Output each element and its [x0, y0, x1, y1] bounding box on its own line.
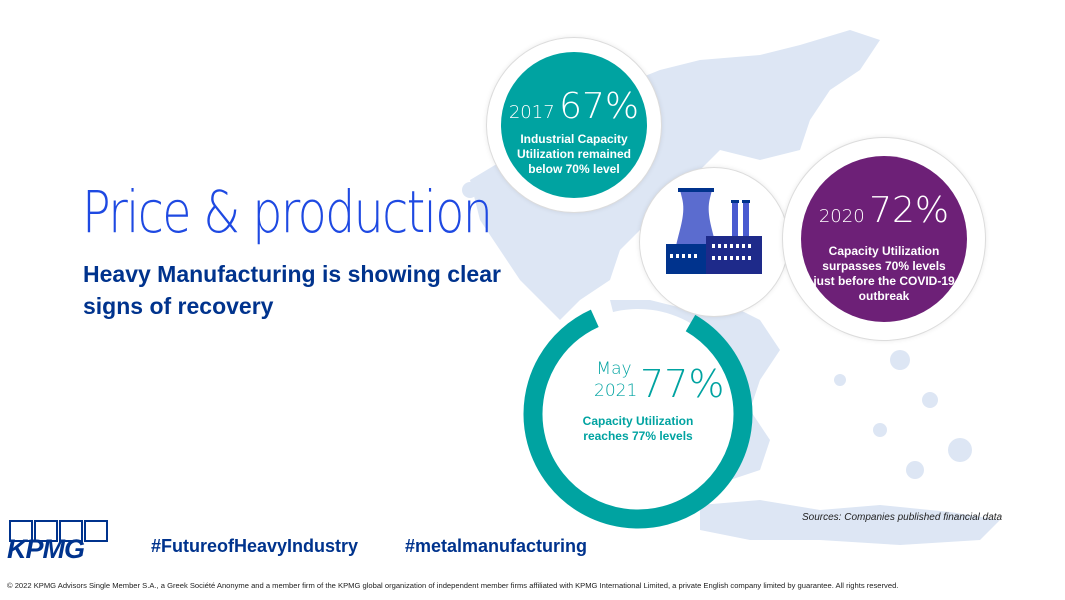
card-may-text: Capacity Utilization reaches 77% levels [582, 414, 694, 443]
card-may-2021: May 2021 77% Capacity Utilization reache… [520, 296, 756, 532]
progress-ring [523, 299, 753, 529]
hashtag-link[interactable]: #metalmanufacturing [405, 536, 588, 556]
page-subtitle: Heavy Manufacturing is showing clear sig… [83, 261, 501, 319]
card-2017: 2017 67% Industrial Capacity Utilization… [487, 38, 661, 212]
card-may-percent: 77% [640, 362, 725, 406]
copyright-footer: © 2022 KPMG Advisors Single Member S.A.,… [7, 581, 899, 590]
card-2017-inner: 2017 67% Industrial Capacity Utilization… [501, 52, 647, 198]
card-may-yearnum: 2021 [594, 381, 638, 401]
card-2020-inner: 2020 72% Capacity Utilization surpasses … [801, 156, 967, 322]
card-2020: 2020 72% Capacity Utilization surpasses … [783, 138, 985, 340]
card-may-year: May 2021 [594, 358, 638, 402]
page-title: Price & production [82, 178, 493, 246]
card-2020-text: Capacity Utilization surpasses 70% level… [813, 244, 955, 303]
factory-icon [666, 188, 762, 274]
factory-card [640, 168, 788, 316]
kpmg-logo [9, 520, 108, 542]
card-2017-text: Industrial Capacity Utilization remained… [516, 132, 632, 176]
kpmg-logo-text: KPMG [7, 534, 85, 564]
hashtag-link[interactable]: #FutureofHeavyIndustry [151, 536, 359, 556]
card-2017-percent: 67% [559, 86, 640, 127]
card-2020-percent: 72% [869, 190, 950, 231]
sources-note: Sources: Companies published financial d… [802, 512, 1003, 523]
card-2020-year: 2020 [818, 206, 865, 227]
card-2017-year: 2017 [508, 102, 555, 123]
card-may-month: May [596, 359, 632, 379]
